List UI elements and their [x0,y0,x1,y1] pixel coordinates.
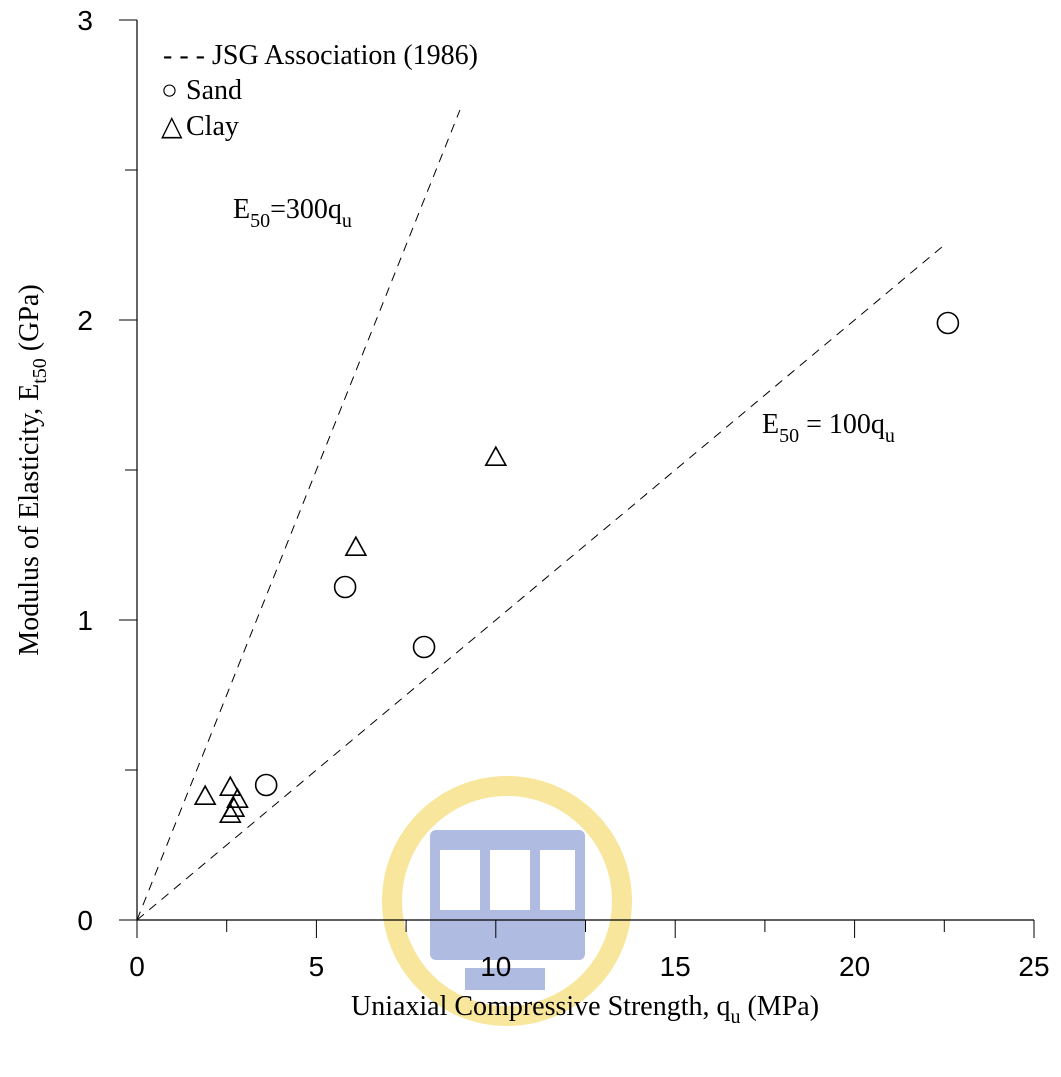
y-tick-label: 0 [77,905,93,936]
y-tick-label: 3 [77,5,93,36]
legend-symbol-dashed: - - - [163,40,205,71]
sand-point [254,773,278,797]
legend-symbol-triangle: △ [161,111,183,142]
y-axis-title: Modulus of Elasticity, Et50 (GPa) [14,284,51,655]
clay-point [484,445,508,466]
x-tick-label: 5 [309,951,325,982]
sand-point [333,575,357,599]
x-tick-label: 25 [1018,951,1049,982]
reference-line-300qu [136,109,461,921]
x-tick-label: 0 [129,951,145,982]
x-tick-label: 20 [839,951,870,982]
sand-point [936,311,960,335]
clay-point [226,787,249,808]
clay-point [344,535,368,556]
legend-label-sand: Sand [186,75,242,106]
clay-point [193,784,217,805]
x-tick-label: 10 [480,951,511,982]
clay-point [218,775,242,796]
university-seal-watermark [382,776,632,1026]
legend-label-clay: Clay [186,111,239,142]
data-points [193,311,960,823]
axes: 0 5 10 15 20 25 0 1 2 3 [77,5,1049,982]
legend-symbol-circle: ○ [161,75,178,106]
y-tick-label: 2 [77,305,93,336]
x-tick-label: 15 [660,951,691,982]
reference-lines [136,109,945,921]
legend-label-jsg: JSG Association (1986) [212,40,478,71]
x-axis-title: Uniaxial Compressive Strength, qu (MPa) [351,991,819,1028]
annotation-100qu: E50 = 100qu [762,409,895,447]
sand-point [412,635,436,659]
annotation-300qu: E50=300qu [233,194,352,232]
y-tick-label: 1 [77,605,93,636]
legend: - - - JSG Association (1986) ○ Sand △ Cl… [161,40,478,142]
